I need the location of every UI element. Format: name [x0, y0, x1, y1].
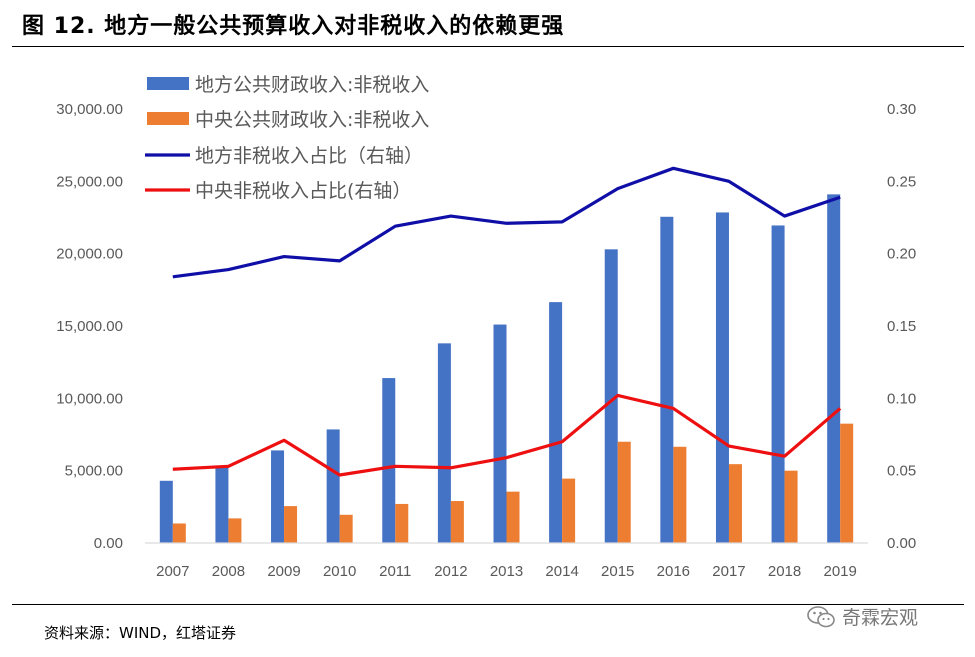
footer-rule — [12, 604, 964, 605]
local-bar-2009 — [271, 450, 285, 543]
legend-swatch-local-bar — [147, 77, 189, 90]
right-y-tick-label: 0.05 — [887, 463, 916, 480]
right-y-tick-label: 0.20 — [887, 246, 916, 263]
central-bar-2011 — [395, 503, 409, 543]
x-tick-label-2007: 2007 — [156, 563, 189, 580]
central-bar-2015 — [617, 441, 631, 543]
local-bar-2010 — [326, 429, 340, 543]
wechat-icon — [807, 605, 835, 627]
right-y-tick-label: 0.10 — [887, 390, 916, 407]
legend-label: 中央公共财政收入:非税收入 — [195, 109, 429, 131]
left-y-tick-label: 0.00 — [94, 535, 123, 552]
central-bar-2010 — [339, 514, 353, 543]
figure-title: 图 12. 地方一般公共预算收入对非税收入的依赖更强 — [22, 14, 565, 39]
local-bar-2018 — [771, 225, 785, 543]
left-y-tick-label: 30,000.00 — [56, 101, 123, 118]
x-tick-label-2019: 2019 — [824, 563, 857, 580]
bars-layer — [159, 194, 854, 544]
x-tick-label-2014: 2014 — [545, 563, 578, 580]
left-y-tick-label: 5,000.00 — [65, 463, 123, 480]
x-tick-label-2009: 2009 — [267, 563, 300, 580]
x-tick-label-2017: 2017 — [712, 563, 745, 580]
x-tick-label-2018: 2018 — [768, 563, 801, 580]
central-ratio-line — [172, 393, 842, 477]
right-y-tick-label: 0.30 — [887, 101, 916, 118]
watermark: 奇霖宏观 — [806, 603, 918, 630]
left-y-tick-label: 20,000.00 — [56, 246, 123, 263]
central-bar-2019 — [840, 423, 854, 543]
x-tick-label-2010: 2010 — [323, 563, 356, 580]
local-bar-2012 — [437, 343, 451, 543]
central-bar-2008 — [228, 518, 242, 543]
legend-label: 中央非税收入占比(右轴） — [195, 180, 411, 202]
x-tick-label-2011: 2011 — [379, 563, 411, 580]
x-tick-label-2015: 2015 — [601, 563, 634, 580]
local-ratio-line — [172, 166, 841, 279]
right-y-tick-label: 0.15 — [887, 318, 916, 335]
x-tick-label-2016: 2016 — [657, 563, 690, 580]
local-bar-2016 — [660, 216, 674, 543]
local-bar-2008 — [215, 466, 229, 543]
x-tick-label-2013: 2013 — [490, 563, 523, 580]
legend-swatch-central-bar — [147, 112, 189, 125]
legend-label: 地方非税收入占比（右轴） — [195, 145, 423, 167]
x-tick-label-2008: 2008 — [212, 563, 245, 580]
watermark-text: 奇霖宏观 — [842, 607, 919, 629]
left-y-tick-label: 15,000.00 — [56, 318, 123, 335]
local-bar-2014 — [549, 302, 563, 543]
source-note: 资料来源：WIND，红塔证券 — [44, 624, 237, 642]
right-y-tick-label: 0.00 — [887, 535, 916, 552]
lines-layer — [172, 166, 842, 477]
central-bar-2018 — [784, 470, 798, 543]
local-bar-2007 — [159, 480, 173, 543]
legend-label: 地方公共财政收入:非税收入 — [195, 74, 429, 96]
left-y-tick-label: 10,000.00 — [56, 390, 123, 407]
title-rule — [12, 46, 964, 47]
right-y-tick-label: 0.25 — [887, 173, 916, 190]
central-bar-2007 — [172, 523, 186, 543]
x-tick-label-2012: 2012 — [434, 563, 467, 580]
central-bar-2017 — [728, 464, 742, 543]
axes-layer: 2007 2008 2009 2010 2011 2012 2013 2014 2015 2016… — [56, 101, 916, 580]
local-bar-2013 — [493, 324, 507, 543]
central-bar-2016 — [673, 446, 687, 543]
local-bar-2017 — [715, 212, 729, 544]
local-bar-2015 — [604, 249, 618, 543]
left-y-tick-label: 25,000.00 — [56, 173, 123, 190]
local-bar-2011 — [382, 378, 396, 543]
central-bar-2013 — [506, 491, 520, 543]
central-bar-2014 — [562, 478, 576, 543]
local-bar-2019 — [827, 194, 841, 543]
central-bar-2012 — [450, 501, 464, 543]
central-bar-2009 — [284, 506, 298, 543]
